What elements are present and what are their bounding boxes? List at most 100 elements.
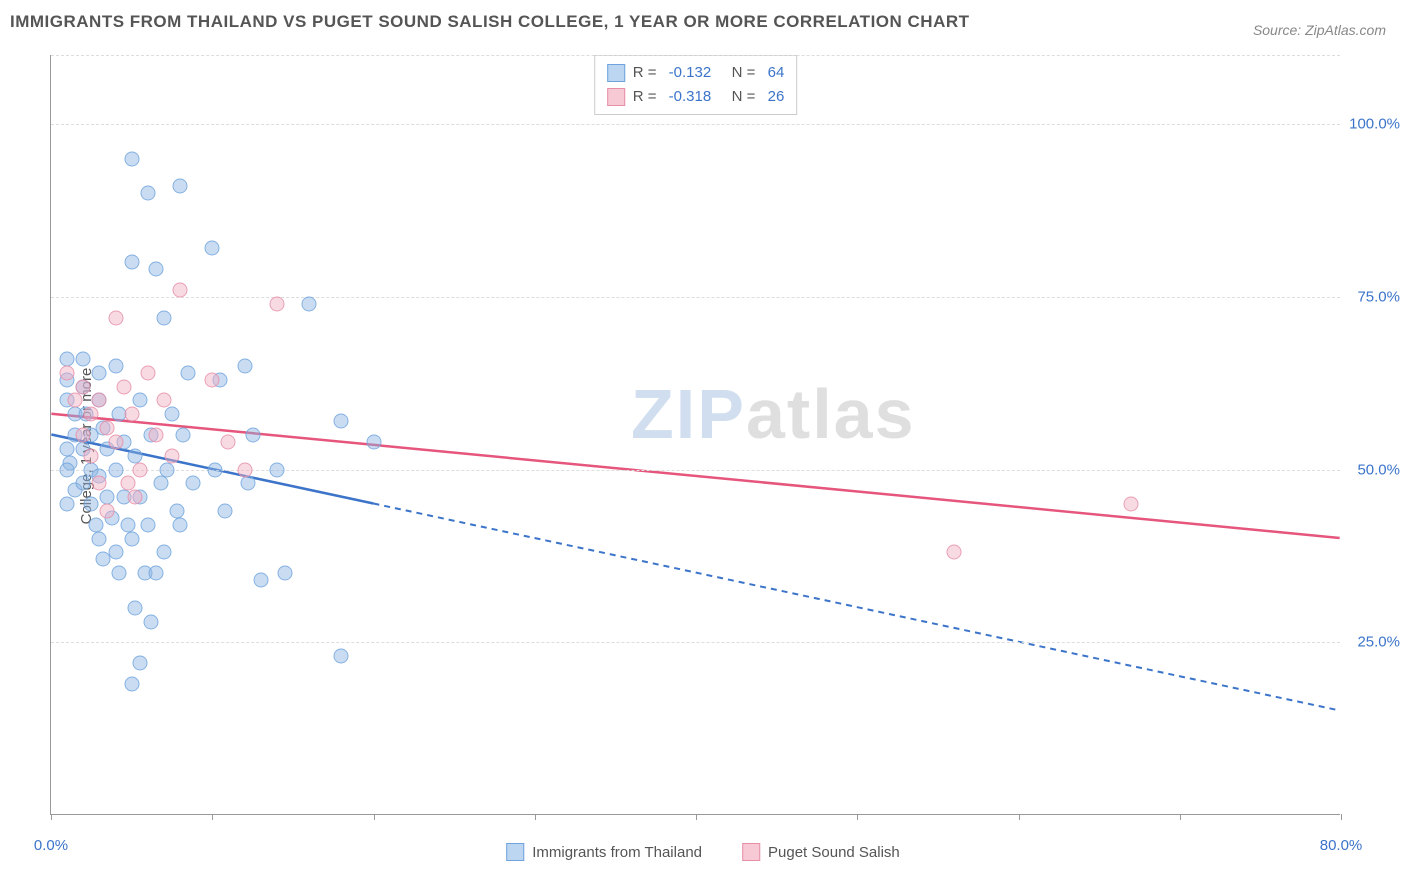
data-point — [240, 476, 255, 491]
data-point — [205, 372, 220, 387]
data-point — [237, 462, 252, 477]
legend-swatch — [742, 843, 760, 861]
data-point — [84, 407, 99, 422]
data-point — [148, 428, 163, 443]
data-point — [153, 476, 168, 491]
data-point — [173, 282, 188, 297]
data-point — [76, 352, 91, 367]
data-point — [100, 490, 115, 505]
x-tick — [374, 814, 375, 820]
x-tick — [696, 814, 697, 820]
watermark-zip: ZIP — [631, 375, 746, 453]
data-point — [84, 497, 99, 512]
legend-row: R = -0.132 N = 64 — [607, 61, 785, 85]
data-point — [218, 504, 233, 519]
data-point — [60, 365, 75, 380]
data-point — [176, 428, 191, 443]
data-point — [76, 428, 91, 443]
data-point — [173, 517, 188, 532]
data-point — [164, 407, 179, 422]
data-point — [60, 462, 75, 477]
data-point — [253, 573, 268, 588]
y-tick-label: 50.0% — [1345, 461, 1400, 478]
data-point — [245, 428, 260, 443]
data-point — [100, 504, 115, 519]
data-point — [92, 393, 107, 408]
data-point — [947, 545, 962, 560]
data-point — [108, 434, 123, 449]
legend-swatch — [607, 64, 625, 82]
data-point — [334, 649, 349, 664]
series-legend: Immigrants from Thailand Puget Sound Sali… — [506, 843, 900, 861]
y-tick-label: 25.0% — [1345, 634, 1400, 651]
data-point — [269, 296, 284, 311]
data-point — [208, 462, 223, 477]
y-tick-label: 75.0% — [1345, 288, 1400, 305]
data-point — [92, 476, 107, 491]
data-point — [124, 407, 139, 422]
data-point — [160, 462, 175, 477]
legend-swatch — [506, 843, 524, 861]
data-point — [140, 186, 155, 201]
y-tick-label: 100.0% — [1345, 116, 1400, 133]
data-point — [92, 531, 107, 546]
data-point — [366, 434, 381, 449]
data-point — [164, 448, 179, 463]
x-tick-label: 80.0% — [1320, 837, 1363, 854]
data-point — [221, 434, 236, 449]
data-point — [124, 676, 139, 691]
data-point — [334, 414, 349, 429]
data-point — [108, 462, 123, 477]
data-point — [277, 566, 292, 581]
watermark-atlas: atlas — [746, 375, 916, 453]
data-point — [108, 358, 123, 373]
data-point — [181, 365, 196, 380]
data-point — [132, 656, 147, 671]
data-point — [132, 393, 147, 408]
data-point — [143, 614, 158, 629]
data-point — [127, 490, 142, 505]
x-tick — [1341, 814, 1342, 820]
data-point — [116, 379, 131, 394]
x-tick — [1180, 814, 1181, 820]
data-point — [1124, 497, 1139, 512]
chart-title: IMMIGRANTS FROM THAILAND VS PUGET SOUND … — [10, 12, 970, 32]
data-point — [124, 255, 139, 270]
data-point — [60, 497, 75, 512]
data-point — [205, 241, 220, 256]
gridline — [51, 124, 1340, 125]
data-point — [60, 441, 75, 456]
legend-item: Puget Sound Salish — [742, 843, 900, 861]
legend-n-value: 26 — [768, 85, 785, 109]
data-point — [132, 462, 147, 477]
legend-item: Immigrants from Thailand — [506, 843, 702, 861]
data-point — [173, 179, 188, 194]
data-point — [68, 393, 83, 408]
data-point — [169, 504, 184, 519]
data-point — [111, 566, 126, 581]
legend-label: N = — [719, 61, 759, 85]
data-point — [140, 365, 155, 380]
legend-label: R = — [633, 61, 661, 85]
plot-area: ZIPatlas R = -0.132 N = 64R = -0.318 N =… — [50, 55, 1340, 815]
x-tick — [1019, 814, 1020, 820]
gridline — [51, 642, 1340, 643]
gridline — [51, 297, 1340, 298]
data-point — [121, 517, 136, 532]
data-point — [156, 545, 171, 560]
chart-container: IMMIGRANTS FROM THAILAND VS PUGET SOUND … — [0, 0, 1406, 892]
legend-label: R = — [633, 85, 661, 109]
x-tick — [51, 814, 52, 820]
data-point — [156, 393, 171, 408]
legend-row: R = -0.318 N = 26 — [607, 85, 785, 109]
legend-series-label: Immigrants from Thailand — [532, 844, 702, 861]
data-point — [156, 310, 171, 325]
legend-n-value: 64 — [768, 61, 785, 85]
x-tick — [857, 814, 858, 820]
x-tick — [535, 814, 536, 820]
stats-legend: R = -0.132 N = 64R = -0.318 N = 26 — [594, 55, 798, 115]
legend-series-label: Puget Sound Salish — [768, 844, 900, 861]
legend-r-value: -0.132 — [669, 61, 712, 85]
data-point — [302, 296, 317, 311]
data-point — [148, 566, 163, 581]
